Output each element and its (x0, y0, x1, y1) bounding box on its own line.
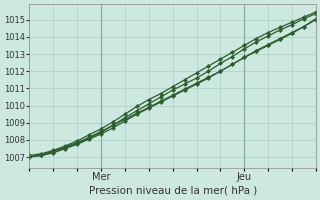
X-axis label: Pression niveau de la mer( hPa ): Pression niveau de la mer( hPa ) (89, 186, 257, 196)
